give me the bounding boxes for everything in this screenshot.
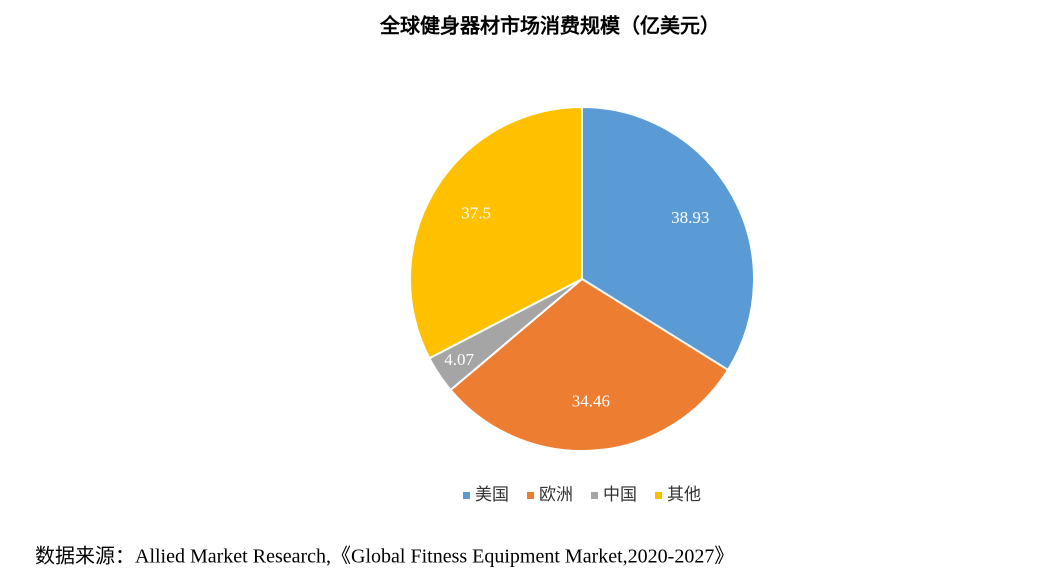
legend-swatch: [463, 492, 470, 499]
pie-slice: [409, 105, 583, 360]
source-note: 数据来源：Allied Market Research,《Global Fitn…: [35, 545, 734, 568]
legend-swatch: [527, 492, 534, 499]
legend-swatch: [591, 492, 598, 499]
pie-slice: [449, 277, 730, 452]
value-label: 34.46: [572, 391, 610, 410]
pie-slice: [581, 105, 755, 372]
value-label: 37.5: [461, 204, 491, 223]
chart-title: 全球健身器材市场消费规模（亿美元）: [379, 14, 720, 38]
legend-label: 其他: [667, 485, 701, 504]
legend-swatch: [655, 492, 662, 499]
legend-label: 欧洲: [539, 485, 573, 504]
value-label: 38.93: [671, 208, 709, 227]
legend-label: 中国: [603, 485, 637, 504]
legend-label: 美国: [475, 485, 509, 504]
value-label: 4.07: [444, 350, 474, 369]
